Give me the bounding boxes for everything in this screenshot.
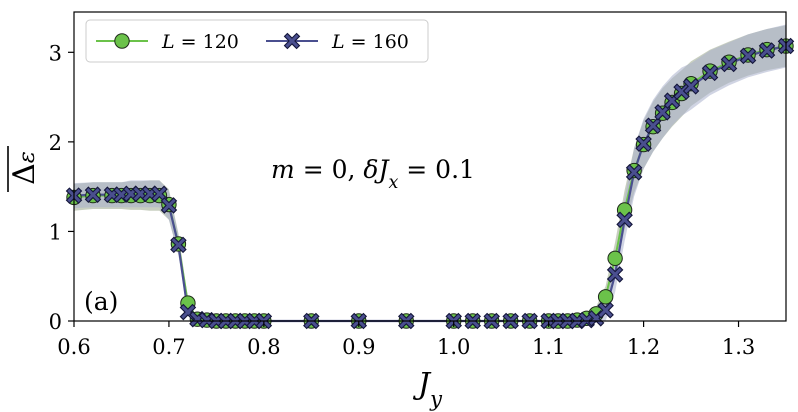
- x-axis-label-part: J: [412, 367, 432, 402]
- data-point-L160: [758, 42, 776, 59]
- y-axis-label-part: ε: [14, 151, 40, 163]
- data-point-L160-fill: [86, 187, 100, 202]
- legend-marker-L160-fill: [285, 34, 299, 48]
- legend-label-1: L = 120: [161, 31, 239, 53]
- data-point-L160: [720, 55, 738, 73]
- data-point-L160-fill: [760, 43, 774, 58]
- legend-label-part: L: [331, 31, 345, 53]
- data-point-L160-fill: [646, 119, 660, 133]
- x-axis-label: Jy: [412, 367, 443, 411]
- legend-marker-L160: [283, 32, 301, 50]
- data-point-L160: [739, 47, 757, 65]
- data-point-L160-fill: [162, 198, 176, 213]
- data-point-L160-fill: [152, 187, 167, 201]
- x-tick-label: 0.6: [57, 335, 90, 359]
- legend-label-2: L = 160: [331, 31, 409, 53]
- data-point-L160-fill: [608, 267, 622, 282]
- data-point-L160: [635, 135, 652, 152]
- data-point-L160-fill: [703, 66, 717, 80]
- error-bands: [74, 24, 786, 321]
- y-tick-label: 2: [49, 131, 62, 155]
- x-tick-label: 1.2: [627, 335, 660, 359]
- y-tick-label: 3: [49, 41, 62, 65]
- data-point-L160-fill: [627, 165, 641, 180]
- legend-label-part: L: [161, 31, 175, 53]
- y-axis-label-text: Δε: [7, 151, 42, 185]
- legend-label-part: = 160: [345, 31, 409, 53]
- annotation-part: δJ: [363, 155, 390, 184]
- y-axis-label: Δε: [7, 146, 42, 192]
- data-point-L160: [654, 104, 671, 121]
- data-point-L160: [616, 211, 633, 229]
- data-point-L160-fill: [617, 213, 632, 227]
- legend: L = 120 L = 160: [85, 19, 429, 63]
- x-tick-label: 1.1: [532, 335, 565, 359]
- annotation-part: = 0,: [295, 155, 364, 184]
- data-point-L160: [682, 78, 700, 95]
- data-point-L160: [644, 117, 662, 135]
- panel-label: (a): [84, 287, 118, 316]
- annotation-part: m: [271, 155, 295, 184]
- annotation-part: = 0.1: [398, 155, 475, 184]
- y-axis-label-part: Δ: [7, 163, 42, 185]
- legend-label-part: = 120: [175, 31, 239, 53]
- data-point-L160-fill: [722, 57, 736, 71]
- legend-box: [85, 19, 429, 63]
- data-point-L160-fill: [674, 84, 689, 99]
- x-tick-label: 1.3: [722, 335, 755, 359]
- x-tick-label: 0.9: [342, 335, 375, 359]
- data-point-L160: [84, 186, 102, 203]
- data-point-L160: [606, 266, 624, 283]
- y-tick-label: 1: [49, 220, 62, 244]
- x-tick-label: 1.0: [437, 335, 470, 359]
- data-point-L160: [160, 197, 178, 214]
- data-point-L160-fill: [655, 105, 670, 120]
- legend-marker-L120: [114, 33, 130, 49]
- y-tick-label: 0: [49, 310, 62, 334]
- annotation: m = 0, δJx = 0.1: [271, 155, 475, 193]
- data-point-L160-fill: [171, 238, 186, 252]
- data-point-L120: [597, 289, 614, 305]
- annotation-part: x: [388, 173, 398, 193]
- data-point-L160: [625, 164, 643, 181]
- data-point-L120: [607, 250, 623, 267]
- data-point-L160-fill: [598, 303, 613, 317]
- data-point-L160: [673, 83, 690, 100]
- data-point-L160-fill: [741, 49, 755, 63]
- data-point-L160: [170, 236, 187, 254]
- plot-frame: [73, 11, 787, 322]
- x-tick-label: 0.7: [152, 335, 185, 359]
- axes: 0.6 0.7 0.8 0.9 1.0 1.1 1.2 1.3 0 1 2 3: [49, 11, 787, 359]
- data-point-L160-fill: [636, 136, 651, 151]
- data-point-L160: [701, 64, 719, 82]
- data-point-L160: [151, 185, 168, 203]
- x-axis-label-part: y: [429, 387, 443, 411]
- data-point-L160: [597, 301, 614, 319]
- error-band-2: [74, 24, 786, 321]
- data-point-L160-fill: [684, 79, 698, 94]
- x-tick-label: 0.8: [247, 335, 280, 359]
